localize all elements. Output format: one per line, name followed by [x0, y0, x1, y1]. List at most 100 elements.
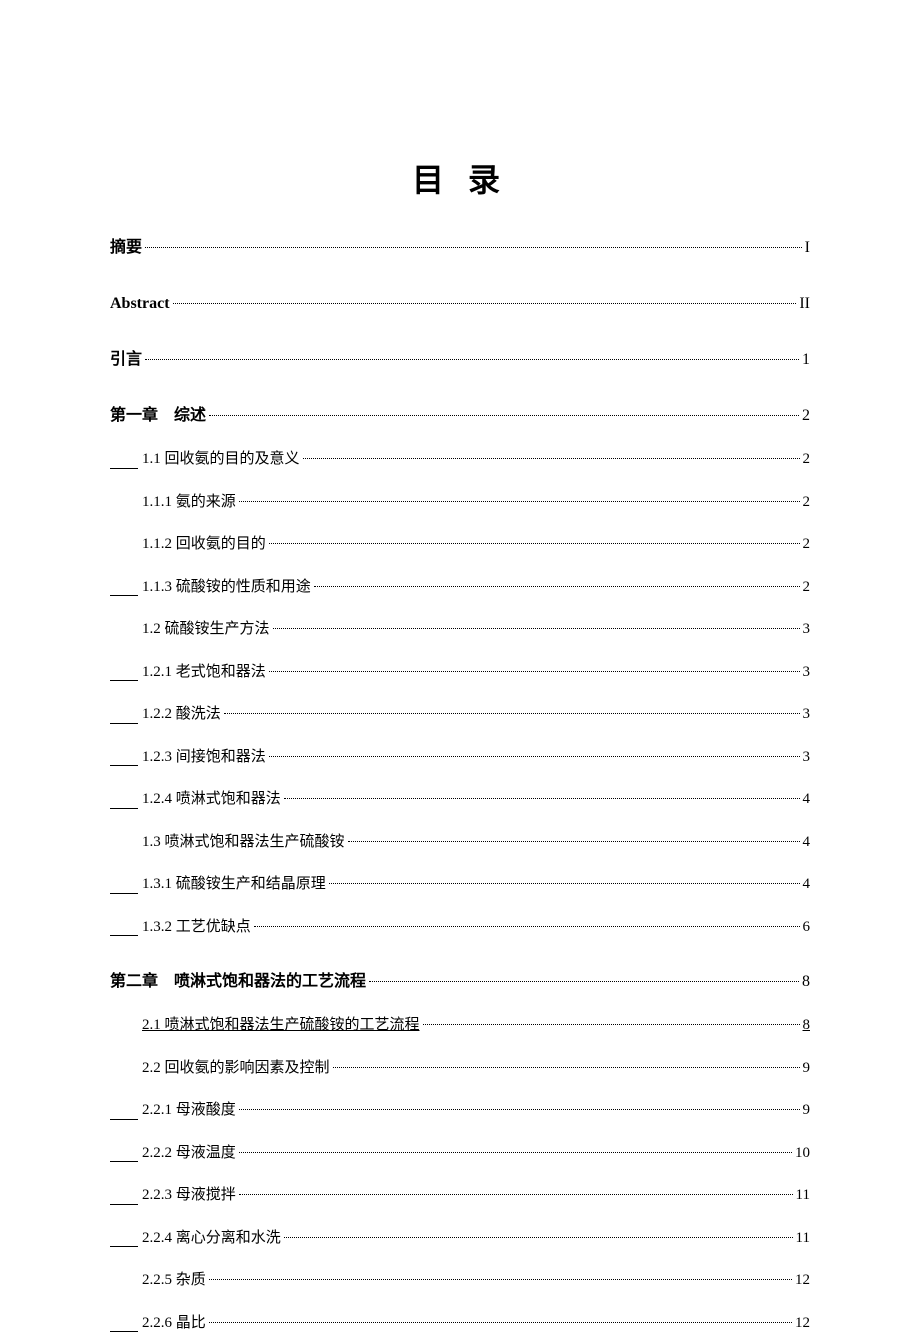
toc-entry-page: 1: [802, 348, 810, 372]
toc-leader-dots: [348, 841, 800, 842]
toc-entry-label: 2.2.4 离心分离和水洗: [142, 1227, 281, 1250]
toc-entry-page: II: [799, 292, 810, 316]
toc-leader-dots: [173, 303, 797, 304]
toc-entry-page: 3: [803, 746, 811, 769]
toc-entry-page: 9: [803, 1099, 811, 1122]
toc-leader-dots: [209, 1322, 792, 1323]
toc-entry[interactable]: 2.2 回收氨的影响因素及控制 9: [110, 1057, 810, 1080]
toc-entry-label: 2.2.1 母液酸度: [142, 1099, 236, 1122]
toc-entry-label: 引言: [110, 348, 142, 372]
toc-entry[interactable]: 2.2.1 母液酸度 9: [110, 1099, 810, 1122]
toc-leader-dots: [239, 501, 800, 502]
toc-leader-dots: [284, 798, 800, 799]
toc-entry-label: 1.3 喷淋式饱和器法生产硫酸铵: [142, 831, 345, 854]
toc-entry-label: 2.2.5 杂质: [142, 1269, 206, 1292]
toc-leader-dots: [269, 756, 800, 757]
toc-entry-label: 2.1 喷淋式饱和器法生产硫酸铵的工艺流程: [142, 1014, 420, 1037]
toc-entry-label: 1.2 硫酸铵生产方法: [142, 618, 270, 641]
toc-entry[interactable]: 1.2.1 老式饱和器法 3: [110, 661, 810, 684]
toc-entry[interactable]: 1.3 喷淋式饱和器法生产硫酸铵 4: [110, 831, 810, 854]
toc-leader-dots: [273, 628, 800, 629]
toc-entry-page: 2: [803, 576, 811, 599]
toc-leader-dots: [329, 883, 800, 884]
toc-entry-page: 4: [803, 831, 811, 854]
toc-entry[interactable]: 2.1 喷淋式饱和器法生产硫酸铵的工艺流程 8: [110, 1014, 810, 1037]
toc-entry-label: 2.2 回收氨的影响因素及控制: [142, 1057, 330, 1080]
toc-entry[interactable]: 1.1.2 回收氨的目的 2: [110, 533, 810, 556]
toc-entry[interactable]: 第一章 综述2: [110, 404, 810, 428]
toc-leader-dots: [145, 247, 802, 248]
toc-entry[interactable]: 引言 1: [110, 348, 810, 372]
toc-leader-dots: [333, 1067, 800, 1068]
toc-entry[interactable]: 1.2 硫酸铵生产方法 3: [110, 618, 810, 641]
toc-entry[interactable]: 摘要 I: [110, 236, 810, 260]
toc-leader-dots: [269, 543, 800, 544]
toc-entry[interactable]: 1.3.2 工艺优缺点 6: [110, 916, 810, 939]
toc-leader-dots: [209, 1279, 792, 1280]
toc-entry[interactable]: 1.1.3 硫酸铵的性质和用途 2: [110, 576, 810, 599]
toc-entry-label: 1.1.3 硫酸铵的性质和用途: [142, 576, 311, 599]
toc-entry-label: 1.2.1 老式饱和器法: [142, 661, 266, 684]
toc-entry[interactable]: 1.1.1 氨的来源 2: [110, 491, 810, 514]
toc-entry-page: 10: [795, 1142, 810, 1165]
toc-entry[interactable]: 2.2.6 晶比 12: [110, 1312, 810, 1334]
toc-entry-page: 12: [795, 1312, 810, 1334]
toc-entry-label: 1.3.1 硫酸铵生产和结晶原理: [142, 873, 326, 896]
toc-leader-dots: [209, 415, 799, 416]
toc-entry-label: 2.2.2 母液温度: [142, 1142, 236, 1165]
toc-entry[interactable]: 2.2.2 母液温度 10: [110, 1142, 810, 1165]
toc-entry-page: 4: [803, 788, 811, 811]
toc-entry-page: 9: [803, 1057, 811, 1080]
toc-entry-label: 1.1.2 回收氨的目的: [142, 533, 266, 556]
toc-leader-dots: [423, 1024, 800, 1025]
toc-leader-dots: [239, 1109, 800, 1110]
toc-entry-page: 2: [803, 448, 811, 471]
toc-entry-page: 8: [803, 1014, 811, 1037]
toc-entry-page: 4: [803, 873, 811, 896]
toc-entry-label: 1.2.4 喷淋式饱和器法: [142, 788, 281, 811]
toc-entry[interactable]: Abstract II: [110, 292, 810, 316]
toc-entry-label: 1.2.2 酸洗法: [142, 703, 221, 726]
toc-leader-dots: [239, 1194, 793, 1195]
toc-entry[interactable]: 1.2.3 间接饱和器法3: [110, 746, 810, 769]
toc-entry-label: Abstract: [110, 292, 170, 316]
toc-leader-dots: [145, 359, 799, 360]
toc-entry-label: 2.2.3 母液搅拌: [142, 1184, 236, 1207]
toc-entry[interactable]: 1.2.4 喷淋式饱和器法 4: [110, 788, 810, 811]
toc-entry-label: 1.3.2 工艺优缺点: [142, 916, 251, 939]
toc-entry-page: 8: [802, 970, 810, 994]
toc-leader-dots: [239, 1152, 792, 1153]
toc-entry-page: 2: [803, 533, 811, 556]
toc-entry-page: 3: [803, 661, 811, 684]
toc-leader-dots: [369, 981, 799, 982]
toc-leader-dots: [224, 713, 800, 714]
toc-entry-label: 摘要: [110, 236, 142, 260]
toc-entry-label: 第一章 综述: [110, 404, 206, 428]
toc-entry-page: 11: [796, 1227, 810, 1250]
toc-entry-label: 1.1 回收氨的目的及意义: [142, 448, 300, 471]
toc-leader-dots: [284, 1237, 793, 1238]
toc-entry[interactable]: 1.1 回收氨的目的及意义 2: [110, 448, 810, 471]
toc-entry-page: 6: [803, 916, 811, 939]
toc-title: 目 录: [110, 155, 810, 201]
toc-entry-label: 第二章 喷淋式饱和器法的工艺流程: [110, 970, 366, 994]
toc-entry[interactable]: 第二章 喷淋式饱和器法的工艺流程 8: [110, 970, 810, 994]
toc-entry-page: 3: [803, 618, 811, 641]
toc-entry[interactable]: 2.2.3 母液搅拌 11: [110, 1184, 810, 1207]
toc-entry-page: 2: [803, 491, 811, 514]
toc-leader-dots: [269, 671, 800, 672]
toc-leader-dots: [254, 926, 800, 927]
toc-container: 摘要IAbstractII引言1第一章 综述21.1 回收氨的目的及意义21.1…: [110, 236, 810, 1334]
toc-leader-dots: [314, 586, 800, 587]
toc-entry-label: 1.1.1 氨的来源: [142, 491, 236, 514]
toc-entry-page: I: [805, 236, 810, 260]
toc-entry-page: 3: [803, 703, 811, 726]
toc-entry-label: 2.2.6 晶比: [142, 1312, 206, 1334]
toc-entry[interactable]: 1.2.2 酸洗法 3: [110, 703, 810, 726]
toc-entry[interactable]: 2.2.4 离心分离和水洗 11: [110, 1227, 810, 1250]
toc-entry-page: 12: [795, 1269, 810, 1292]
toc-entry-page: 11: [796, 1184, 810, 1207]
toc-entry[interactable]: 2.2.5 杂质 12: [110, 1269, 810, 1292]
toc-leader-dots: [303, 458, 800, 459]
toc-entry[interactable]: 1.3.1 硫酸铵生产和结晶原理 4: [110, 873, 810, 896]
